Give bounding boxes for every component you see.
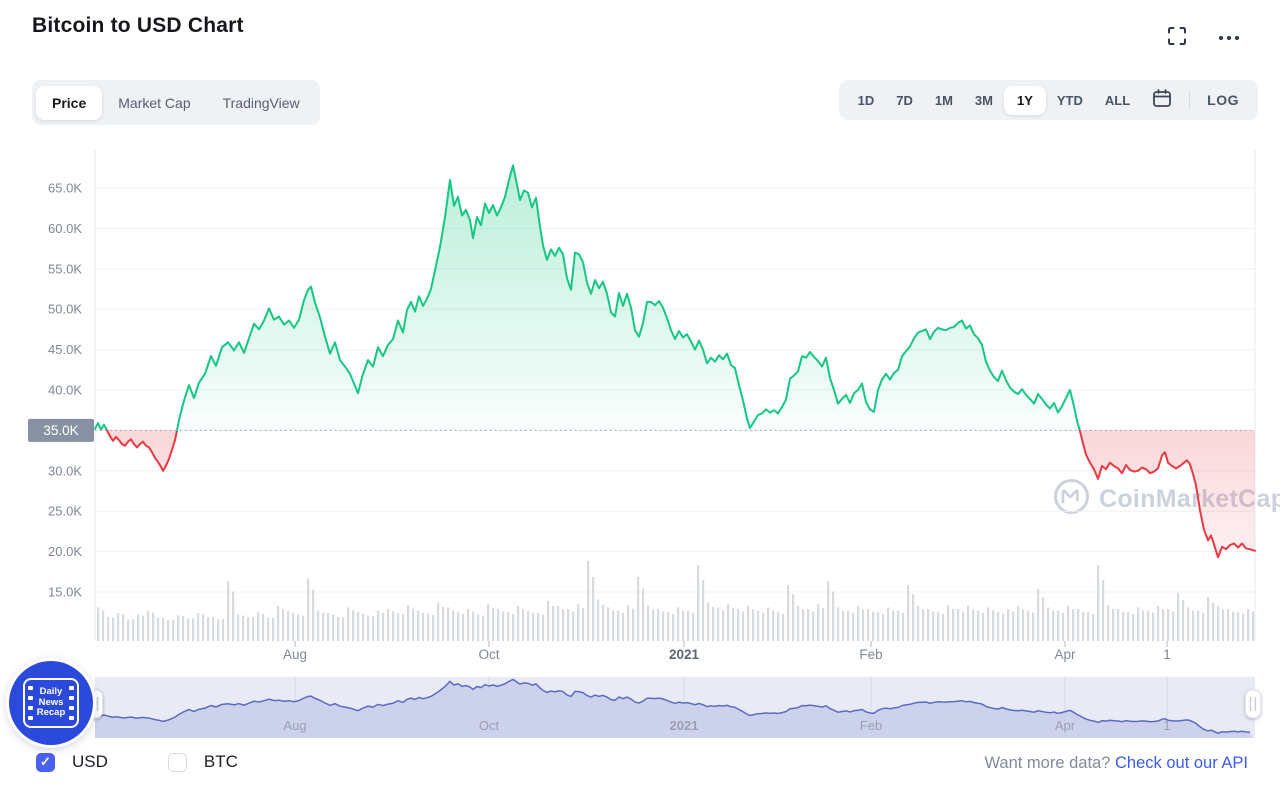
price-line-down <box>106 429 178 472</box>
range-1m[interactable]: 1M <box>934 92 953 108</box>
y-axis-label: 20.0K <box>48 544 82 559</box>
usd-label: USD <box>72 752 108 771</box>
price-area-fills <box>95 165 1255 558</box>
page-title: Bitcoin to USD Chart <box>32 14 244 37</box>
calendar-icon <box>1151 87 1173 114</box>
price-line-down <box>1078 429 1256 559</box>
y-axis-label: 55.0K <box>48 261 82 276</box>
volume-bars <box>97 561 1255 641</box>
x-axis: Aug Oct 2021 Feb Apr 1 <box>283 641 1171 662</box>
btc-checkbox[interactable] <box>167 752 187 772</box>
navigator-right-handle[interactable] <box>1245 689 1261 719</box>
tab-price[interactable]: Price <box>36 85 103 120</box>
range-3m[interactable]: 3M <box>974 92 993 108</box>
tab-market-cap[interactable]: Market Cap <box>118 94 191 111</box>
y-axis-label: 60.0K <box>48 221 82 236</box>
navigator-label: 2021 <box>670 718 699 733</box>
more-options-button[interactable] <box>1216 24 1242 50</box>
y-axis-label: 25.0K <box>48 504 82 519</box>
coinmarketcap-logo-icon <box>1053 478 1090 520</box>
daily-news-recap-badge[interactable]: Daily News Recap <box>9 661 93 745</box>
time-range-selector: 1D 7D 1M 3M 1Y YTD ALL LOG <box>838 80 1258 120</box>
x-axis-label: 1 <box>1163 647 1171 662</box>
fullscreen-button[interactable] <box>1164 24 1190 50</box>
y-axis-label: 15.0K <box>48 585 82 600</box>
price-line-up <box>94 422 108 432</box>
ellipsis-icon <box>1217 30 1241 45</box>
chart-navigator[interactable]: Aug Oct 2021 Feb Apr 1 <box>94 677 1255 738</box>
y-axis-label: 45.0K <box>48 342 82 357</box>
svg-text:35.0K: 35.0K <box>43 423 78 438</box>
x-axis-label: Oct <box>478 647 499 662</box>
btc-label: BTC <box>203 752 238 771</box>
news-badge-text: Daily News Recap <box>36 686 66 719</box>
price-lines <box>94 164 1256 559</box>
film-holes-right <box>69 685 74 721</box>
y-axis-label: 50.0K <box>48 302 82 317</box>
x-axis-label: Feb <box>859 647 882 662</box>
range-1d[interactable]: 1D <box>857 92 875 108</box>
range-divider <box>1189 90 1191 110</box>
chart-type-tabs: Price Market Cap TradingView <box>32 80 320 125</box>
check-icon: ✓ <box>40 754 51 769</box>
x-axis-label: Aug <box>283 647 307 662</box>
price-line-up <box>176 164 1081 432</box>
log-scale-toggle[interactable]: LOG <box>1207 92 1239 108</box>
y-axis-label: 40.0K <box>48 383 82 398</box>
navigator-label: Feb <box>860 718 882 733</box>
range-1y[interactable]: 1Y <box>1003 85 1046 115</box>
api-link[interactable]: Check out our API <box>1115 754 1248 772</box>
fullscreen-icon <box>1166 25 1188 50</box>
navigator-label: Oct <box>479 718 500 733</box>
tab-tradingview[interactable]: TradingView <box>222 94 300 111</box>
range-all[interactable]: ALL <box>1104 92 1131 108</box>
navigator-label: 1 <box>1163 718 1170 733</box>
navigator-label: Aug <box>283 718 306 733</box>
x-axis-label: 2021 <box>669 647 700 662</box>
x-axis-label: Apr <box>1054 647 1076 662</box>
y-axis-label: 65.0K <box>48 181 82 196</box>
navigator-label: Apr <box>1055 718 1076 733</box>
film-holes-left <box>28 685 33 721</box>
calendar-button[interactable] <box>1141 83 1183 118</box>
api-promo: Want more data? Check out our API <box>984 754 1248 773</box>
y-axis-label: 30.0K <box>48 463 82 478</box>
film-strip-icon: Daily News Recap <box>23 678 79 728</box>
navigator-line <box>94 678 1251 735</box>
range-7d[interactable]: 7D <box>896 92 913 108</box>
current-price-badge: 35.0K <box>28 418 94 442</box>
range-ytd[interactable]: YTD <box>1056 92 1083 108</box>
currency-toggles: ✓ USD BTC <box>36 752 238 772</box>
usd-checkbox[interactable]: ✓ <box>36 752 55 772</box>
api-prompt-text: Want more data? <box>984 754 1111 772</box>
